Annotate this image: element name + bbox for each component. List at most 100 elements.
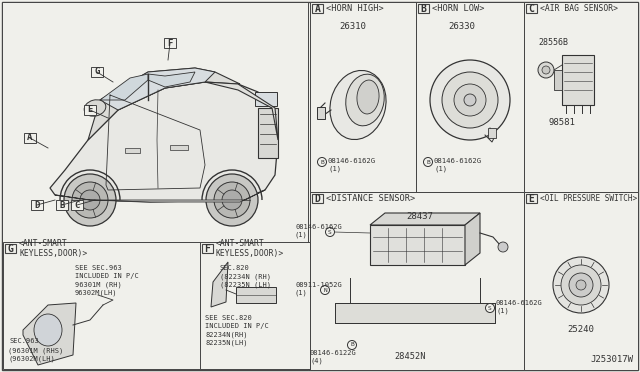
Circle shape bbox=[486, 304, 495, 312]
Text: 08911-1052G: 08911-1052G bbox=[295, 282, 342, 288]
Text: (1): (1) bbox=[295, 290, 308, 296]
Bar bbox=[164, 38, 176, 48]
Polygon shape bbox=[55, 190, 265, 202]
Text: J253017W: J253017W bbox=[590, 355, 633, 364]
Polygon shape bbox=[205, 82, 278, 140]
Text: 26310: 26310 bbox=[340, 22, 367, 31]
Text: 82235N(LH): 82235N(LH) bbox=[205, 339, 248, 346]
Text: (96301M (RHS): (96301M (RHS) bbox=[8, 347, 63, 353]
Bar bbox=[562, 55, 594, 105]
Text: 08146-6122G: 08146-6122G bbox=[310, 350, 356, 356]
Text: INCLUDED IN P/C: INCLUDED IN P/C bbox=[75, 273, 139, 279]
Circle shape bbox=[538, 62, 554, 78]
Bar bbox=[31, 200, 43, 210]
Bar bbox=[5, 244, 16, 253]
Text: (1): (1) bbox=[434, 165, 447, 171]
Text: B: B bbox=[350, 343, 354, 347]
Text: A: A bbox=[315, 3, 321, 13]
Circle shape bbox=[206, 174, 258, 226]
Bar bbox=[335, 303, 495, 323]
Bar bbox=[202, 244, 213, 253]
Polygon shape bbox=[148, 72, 195, 87]
Bar bbox=[56, 200, 68, 210]
Bar bbox=[418, 4, 429, 13]
Text: 08146-6162G: 08146-6162G bbox=[496, 300, 543, 306]
Bar bbox=[526, 194, 537, 203]
Bar bbox=[524, 2, 638, 192]
Text: B: B bbox=[60, 201, 65, 209]
Text: 08146-6162G: 08146-6162G bbox=[295, 224, 342, 230]
Ellipse shape bbox=[84, 100, 106, 116]
Text: SEC.820: SEC.820 bbox=[220, 265, 250, 271]
Text: (82235N (LH): (82235N (LH) bbox=[220, 281, 271, 288]
Text: SEC.963: SEC.963 bbox=[10, 338, 40, 344]
Text: 26330: 26330 bbox=[449, 22, 476, 31]
Bar bbox=[84, 105, 96, 115]
Bar bbox=[24, 133, 36, 143]
Circle shape bbox=[348, 340, 356, 350]
Bar bbox=[526, 4, 537, 13]
Text: C: C bbox=[74, 201, 80, 209]
Text: B: B bbox=[420, 3, 426, 13]
Bar bbox=[200, 242, 310, 369]
Bar bbox=[170, 145, 188, 150]
Circle shape bbox=[464, 94, 476, 106]
Text: D: D bbox=[35, 201, 40, 209]
Text: 25240: 25240 bbox=[568, 325, 595, 334]
Text: (82234N (RH): (82234N (RH) bbox=[220, 273, 271, 279]
Circle shape bbox=[576, 280, 586, 290]
Circle shape bbox=[326, 228, 335, 237]
Circle shape bbox=[454, 84, 486, 116]
Circle shape bbox=[430, 60, 510, 140]
Circle shape bbox=[214, 182, 250, 218]
Text: B: B bbox=[426, 160, 430, 164]
Text: 96301M (RH): 96301M (RH) bbox=[75, 281, 122, 288]
Text: F: F bbox=[167, 38, 173, 48]
Circle shape bbox=[424, 157, 433, 167]
Text: 08146-6162G: 08146-6162G bbox=[434, 158, 482, 164]
Bar bbox=[370, 225, 465, 265]
Text: (1): (1) bbox=[496, 308, 509, 314]
Bar bbox=[310, 192, 524, 370]
Bar bbox=[554, 70, 562, 90]
Bar bbox=[236, 287, 276, 303]
Ellipse shape bbox=[346, 74, 384, 126]
Text: <ANT-SMART
KEYLESS,DOOR)>: <ANT-SMART KEYLESS,DOOR)> bbox=[216, 239, 284, 258]
Text: <OIL PRESSURE SWITCH>: <OIL PRESSURE SWITCH> bbox=[540, 194, 637, 203]
Text: <AIR BAG SENSOR>: <AIR BAG SENSOR> bbox=[540, 4, 618, 13]
Text: 82234N(RH): 82234N(RH) bbox=[205, 331, 248, 337]
Circle shape bbox=[80, 190, 100, 210]
Polygon shape bbox=[465, 213, 480, 265]
Text: A: A bbox=[28, 134, 33, 142]
Bar bbox=[125, 148, 140, 153]
Text: G: G bbox=[94, 67, 100, 77]
Text: SEE SEC.820: SEE SEC.820 bbox=[205, 315, 252, 321]
Circle shape bbox=[72, 182, 108, 218]
Ellipse shape bbox=[34, 314, 62, 346]
Text: S: S bbox=[328, 230, 332, 234]
Bar bbox=[255, 92, 277, 106]
Circle shape bbox=[442, 72, 498, 128]
Circle shape bbox=[317, 157, 326, 167]
Polygon shape bbox=[88, 68, 240, 140]
Bar bbox=[312, 4, 323, 13]
Text: 98581: 98581 bbox=[548, 118, 575, 127]
Polygon shape bbox=[211, 262, 228, 307]
Text: <HORN LOW>: <HORN LOW> bbox=[432, 4, 484, 13]
Text: <ANT-SMART
KEYLESS,DOOR)>: <ANT-SMART KEYLESS,DOOR)> bbox=[19, 239, 87, 258]
Bar bbox=[524, 192, 638, 370]
Text: B: B bbox=[320, 160, 324, 164]
Text: N: N bbox=[323, 288, 327, 292]
Bar bbox=[2, 2, 308, 370]
Bar bbox=[258, 108, 278, 158]
Text: 28437: 28437 bbox=[406, 212, 433, 221]
Text: <DISTANCE SENSOR>: <DISTANCE SENSOR> bbox=[326, 194, 415, 203]
Text: E: E bbox=[87, 106, 93, 115]
Text: (1): (1) bbox=[295, 232, 308, 238]
Text: 08146-6162G: 08146-6162G bbox=[328, 158, 376, 164]
Bar bbox=[71, 200, 83, 210]
Bar bbox=[3, 242, 201, 369]
Text: 28452N: 28452N bbox=[394, 352, 426, 361]
Text: 96302M(LH): 96302M(LH) bbox=[75, 289, 118, 295]
Polygon shape bbox=[370, 213, 480, 225]
